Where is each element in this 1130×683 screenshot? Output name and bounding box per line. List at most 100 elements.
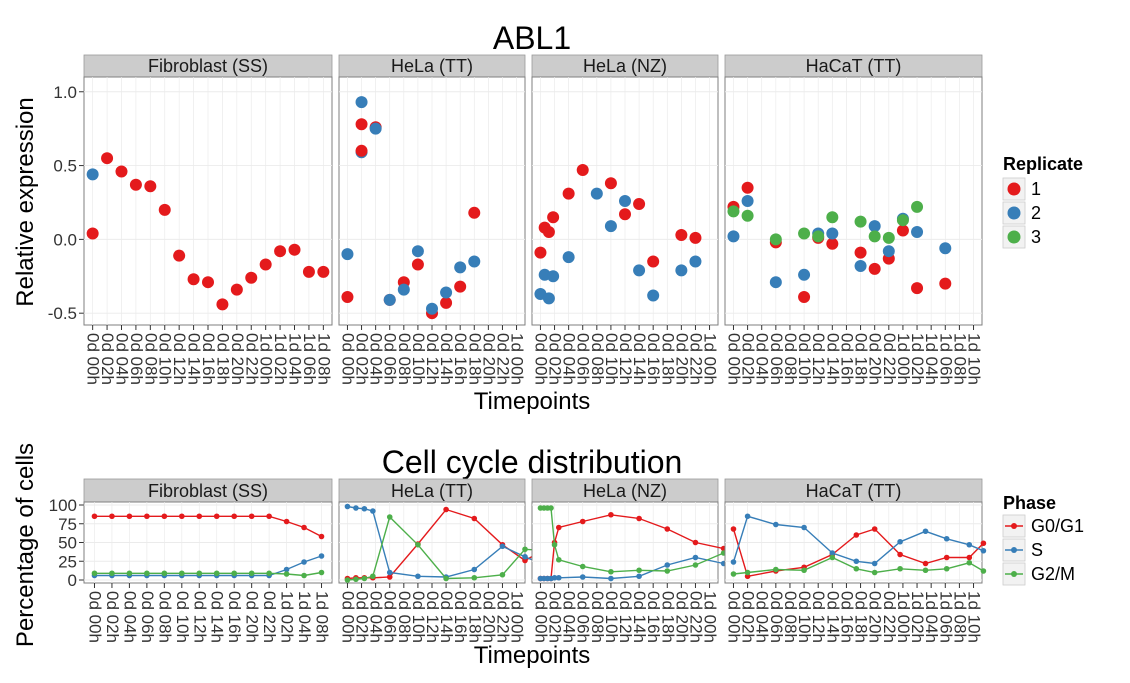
bottom-data-point	[126, 513, 133, 520]
bottom-x-tick-label: 0d 14h	[437, 591, 456, 643]
bottom-data-point	[231, 513, 237, 520]
bottom-x-tick-label: 1d 02h	[908, 591, 927, 643]
bottom-data-point	[179, 570, 185, 577]
bottom-data-point	[386, 514, 393, 520]
bottom-data-point	[579, 518, 586, 525]
top-legend-title: Replicate	[1003, 154, 1083, 174]
bottom-data-point	[144, 513, 150, 520]
bottom-series-line	[732, 515, 984, 565]
bottom-data-point	[636, 573, 642, 580]
top-data-point	[355, 96, 368, 109]
bottom-x-tick-label: 0d 06h	[767, 591, 786, 643]
top-data-point	[911, 282, 924, 295]
top-data-point	[202, 276, 214, 289]
top-x-tick-label: 1d 08h	[314, 333, 333, 385]
top-y-tick-label: -0.5	[48, 304, 77, 323]
bottom-data-point	[213, 513, 220, 520]
bottom-data-point	[301, 572, 307, 579]
top-data-point	[534, 246, 547, 259]
top-data-point	[939, 277, 952, 290]
top-data-point	[619, 208, 631, 221]
top-data-point	[675, 264, 688, 277]
bottom-x-tick-label: 0d 08h	[588, 591, 607, 643]
bottom-x-tick-label: 0d 06h	[574, 591, 593, 643]
bottom-data-point	[144, 570, 150, 577]
top-x-tick-label: 0d 16h	[451, 333, 470, 385]
bottom-data-point	[943, 535, 950, 542]
bottom-chart-title: Cell cycle distribution	[382, 444, 683, 480]
top-data-point	[187, 273, 200, 286]
top-x-tick-label: 0d 20h	[866, 333, 885, 385]
top-x-tick-label: 0d 04h	[753, 333, 772, 385]
bottom-data-point	[980, 547, 987, 554]
bottom-x-tick-label: 0d 06h	[138, 591, 157, 643]
bottom-x-tick-label: 1d 10h	[965, 591, 984, 643]
top-data-point	[727, 230, 740, 243]
top-data-point	[115, 165, 128, 178]
bottom-data-point	[301, 559, 307, 565]
top-data-point	[411, 258, 424, 271]
top-data-point	[562, 251, 575, 264]
bottom-y-tick-label: 25	[58, 552, 77, 571]
bottom-data-point	[744, 513, 751, 520]
top-x-tick-label: 0d 22h	[880, 333, 899, 385]
top-x-tick-label: 1d 04h	[286, 333, 305, 385]
bottom-data-point	[871, 526, 878, 532]
top-data-point	[911, 226, 924, 238]
bottom-data-point	[871, 560, 878, 567]
bottom-data-point	[361, 575, 368, 582]
bottom-data-point	[897, 551, 903, 558]
bottom-data-point	[829, 550, 836, 556]
bottom-data-point	[91, 513, 98, 520]
top-data-point	[317, 265, 330, 278]
top-data-point	[547, 270, 560, 283]
bottom-y-axis-title: Percentage of cells	[12, 443, 39, 647]
bottom-data-point	[744, 569, 751, 576]
bottom-data-point	[801, 567, 807, 574]
top-x-tick-label: 1d 00h	[257, 333, 276, 385]
top-x-tick-label: 0d 14h	[630, 333, 649, 385]
bottom-x-tick-label: 0d 14h	[823, 591, 842, 643]
top-x-tick-label: 0d 20h	[672, 333, 691, 385]
top-data-point	[259, 258, 272, 271]
bottom-x-tick-label: 0d 10h	[795, 591, 814, 643]
top-data-point	[562, 187, 575, 200]
top-x-tick-label: 1d 04h	[922, 333, 941, 385]
top-x-tick-label: 0d 16h	[644, 333, 663, 385]
top-data-point	[675, 228, 688, 241]
bottom-data-point	[692, 539, 699, 546]
top-x-tick-label: 0d 06h	[574, 333, 593, 385]
bottom-x-tick-label: 0d 20h	[672, 591, 691, 643]
top-panel-background	[724, 76, 983, 326]
top-data-point	[882, 231, 895, 244]
bottom-x-tick-label: 0d 16h	[225, 591, 244, 643]
bottom-data-point	[344, 503, 351, 510]
top-data-point	[440, 296, 453, 309]
bottom-x-tick-label: 0d 12h	[616, 591, 635, 643]
top-data-point	[854, 215, 867, 228]
top-x-tick-label: 0d 12h	[809, 333, 828, 385]
top-data-point	[633, 197, 646, 210]
top-data-point	[341, 248, 354, 261]
bottom-data-point	[318, 553, 325, 559]
top-legend-dot	[1007, 182, 1021, 196]
top-data-point	[911, 200, 924, 213]
top-x-tick-label: 0d 02h	[546, 333, 565, 385]
bottom-data-point	[522, 553, 528, 560]
bottom-data-point	[980, 540, 987, 547]
bottom-data-point	[443, 575, 449, 582]
top-x-tick-label: 1d 10h	[965, 333, 984, 385]
top-data-point	[854, 246, 867, 259]
bottom-x-tick-label: 1d 02h	[278, 591, 297, 643]
top-strip-label: HeLa (NZ)	[583, 56, 667, 76]
top-x-tick-label: 0d 10h	[602, 333, 621, 385]
bottom-data-point	[179, 513, 185, 520]
top-data-point	[939, 242, 952, 255]
top-data-point	[86, 168, 99, 181]
bottom-x-tick-label: 0d 08h	[395, 591, 414, 643]
bottom-data-point	[922, 567, 929, 574]
bottom-data-point	[370, 508, 376, 514]
bottom-data-point	[353, 576, 359, 583]
bottom-legend-dot	[1011, 547, 1017, 553]
